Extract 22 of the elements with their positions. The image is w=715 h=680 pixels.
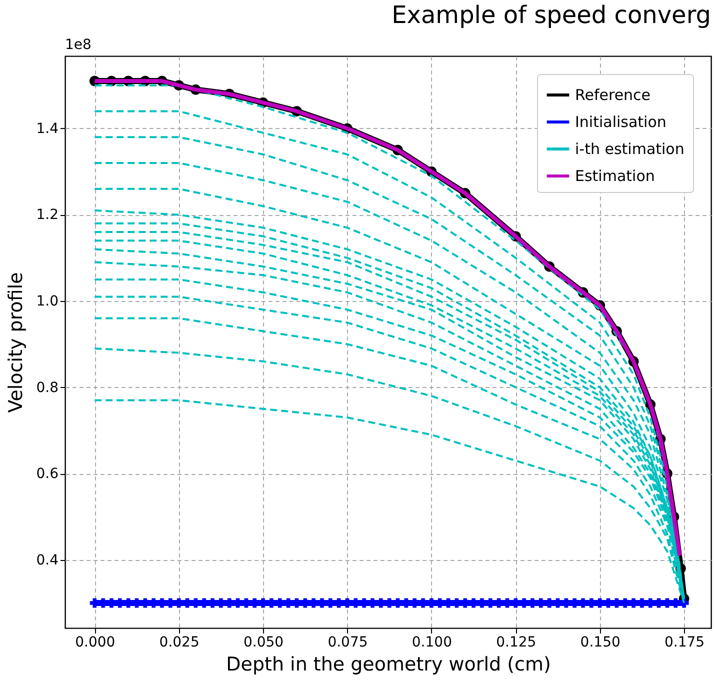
x-tick-label: 0.100 [412, 634, 452, 650]
legend-label: i-th estimation [575, 140, 684, 158]
y-tick-label: 0.4 [36, 552, 59, 568]
legend-label: Reference [575, 86, 651, 104]
x-axis-title: Depth in the geometry world (cm) [226, 654, 551, 676]
y-tick-label: 1.4 [36, 120, 59, 137]
x-tick-label: 0.000 [75, 634, 116, 650]
x-tick-label: 0.150 [580, 634, 620, 650]
x-tick-label: 0.025 [159, 634, 200, 650]
y-tick-label: 1.2 [36, 207, 58, 224]
text: 1e8 [65, 37, 92, 53]
y-tick-label: 1.0 [36, 294, 58, 310]
y-tick-label: 0.8 [36, 380, 58, 396]
x-tick-label: 0.050 [243, 634, 284, 650]
chart-title: Example of speed converg [392, 1, 711, 29]
x-tick-label: 0.125 [496, 634, 536, 650]
x-tick-label: 0.075 [328, 634, 368, 650]
legend-label: Estimation [575, 167, 655, 185]
y-axis-title: Velocity profile [5, 272, 28, 413]
legend-label: Initialisation [575, 113, 666, 131]
y-tick-label: 0.6 [36, 466, 59, 482]
x-tick-label: 0.175 [664, 634, 705, 650]
